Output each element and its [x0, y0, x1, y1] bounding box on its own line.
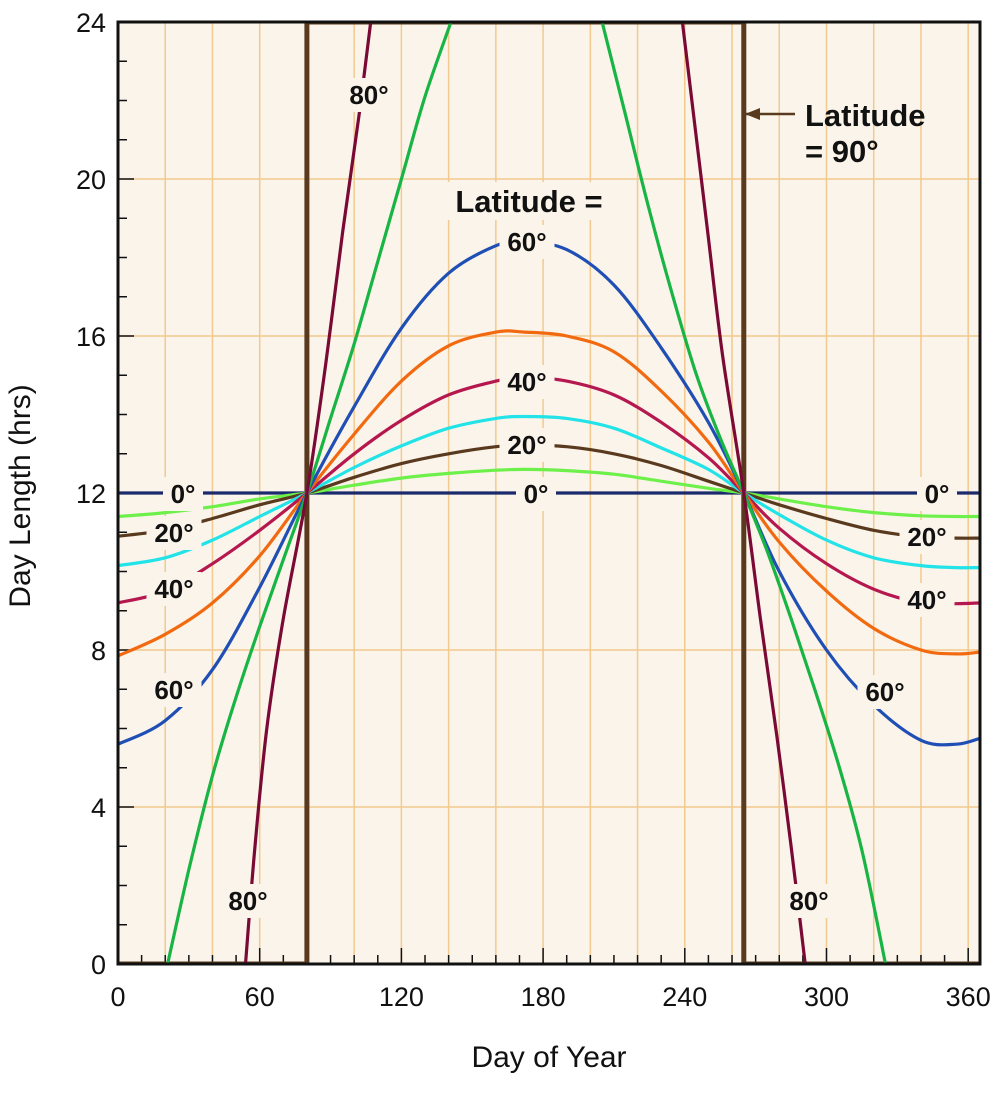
series-label-lat60: 60° [507, 227, 546, 257]
series-label-bg [499, 225, 555, 259]
x-tick-label: 180 [521, 982, 566, 1012]
annotation-latitude-eq: Latitude = [455, 184, 602, 219]
series-label-bg [220, 884, 276, 918]
series-label-lat20: 20° [154, 518, 193, 548]
y-tick-label: 8 [91, 636, 106, 666]
y-tick-label: 16 [76, 322, 106, 352]
series-line-lat20 [118, 443, 980, 540]
annotation-arrow-head [745, 108, 760, 120]
series-labels: 0° 0° 0° 20° 20° 20° 40° 40° 40° 60° 60° 60° 80° 80° 8… [146, 78, 957, 918]
series-label-bg [857, 675, 913, 709]
series-label-lat40: 40° [507, 367, 546, 397]
series-line-lat10 [118, 467, 980, 519]
x-tick-label: 360 [946, 982, 991, 1012]
y-tick-label: 0 [91, 950, 106, 980]
series-label-bg [146, 516, 202, 550]
x-tick-label: 300 [804, 982, 849, 1012]
series-label-bg [146, 673, 202, 707]
series-line-lat50 [118, 329, 980, 658]
x-tick-label: 60 [245, 982, 275, 1012]
series-label-bg [516, 477, 556, 511]
y-tick-labels: 0 4 8 12 16 20 24 [76, 8, 106, 980]
series-label-lat80: 80° [228, 886, 267, 916]
x-tick-label: 240 [662, 982, 707, 1012]
series-label-lat20: 20° [907, 522, 946, 552]
series-label-bg [163, 477, 203, 511]
y-tick-label: 12 [76, 479, 106, 509]
series-label-lat0: 0° [171, 479, 196, 509]
y-tick-label: 20 [76, 165, 106, 195]
series-label-bg [899, 520, 955, 554]
annotation-latitude-90-line2: = 90° [805, 134, 879, 169]
series-lines [118, 22, 980, 964]
x-axis-title: Day of Year [471, 1041, 626, 1074]
x-tick-labels: 0 60 120 180 240 300 360 [110, 982, 990, 1012]
series-line-lat80-fall [680, 22, 807, 964]
series-label-lat0: 0° [925, 479, 950, 509]
plot-frame [116, 20, 982, 966]
series-label-bg [917, 477, 957, 511]
series-label-bg [146, 572, 202, 606]
series-label-lat60: 60° [865, 677, 904, 707]
annotation-latitude-90-line1: Latitude [805, 98, 926, 133]
y-axis-title: Day Length (hrs) [4, 384, 37, 607]
series-label-lat0: 0° [524, 479, 549, 509]
series-label-lat20: 20° [507, 430, 546, 460]
series-line-lat40 [118, 375, 980, 606]
x-tick-label: 0 [110, 982, 125, 1012]
series-label-bg [499, 428, 555, 462]
series-line-lat60 [118, 239, 980, 747]
series-label-lat80: 80° [789, 886, 828, 916]
series-label-bg [781, 884, 837, 918]
y-tick-label: 24 [76, 8, 106, 38]
series-line-lat30 [118, 414, 980, 570]
y-tick-label: 4 [91, 793, 106, 823]
series-label-lat80: 80° [349, 80, 388, 110]
series-label-bg [899, 583, 955, 617]
series-label-lat40: 40° [907, 585, 946, 615]
annotation-latitude-90: Latitude = 90° [745, 98, 926, 169]
series-label-lat40: 40° [154, 574, 193, 604]
series-label-lat60: 60° [154, 675, 193, 705]
x-tick-label: 120 [379, 982, 424, 1012]
series-label-bg [499, 365, 555, 399]
series-label-bg [341, 78, 397, 112]
series-line-lat80 [243, 22, 373, 964]
